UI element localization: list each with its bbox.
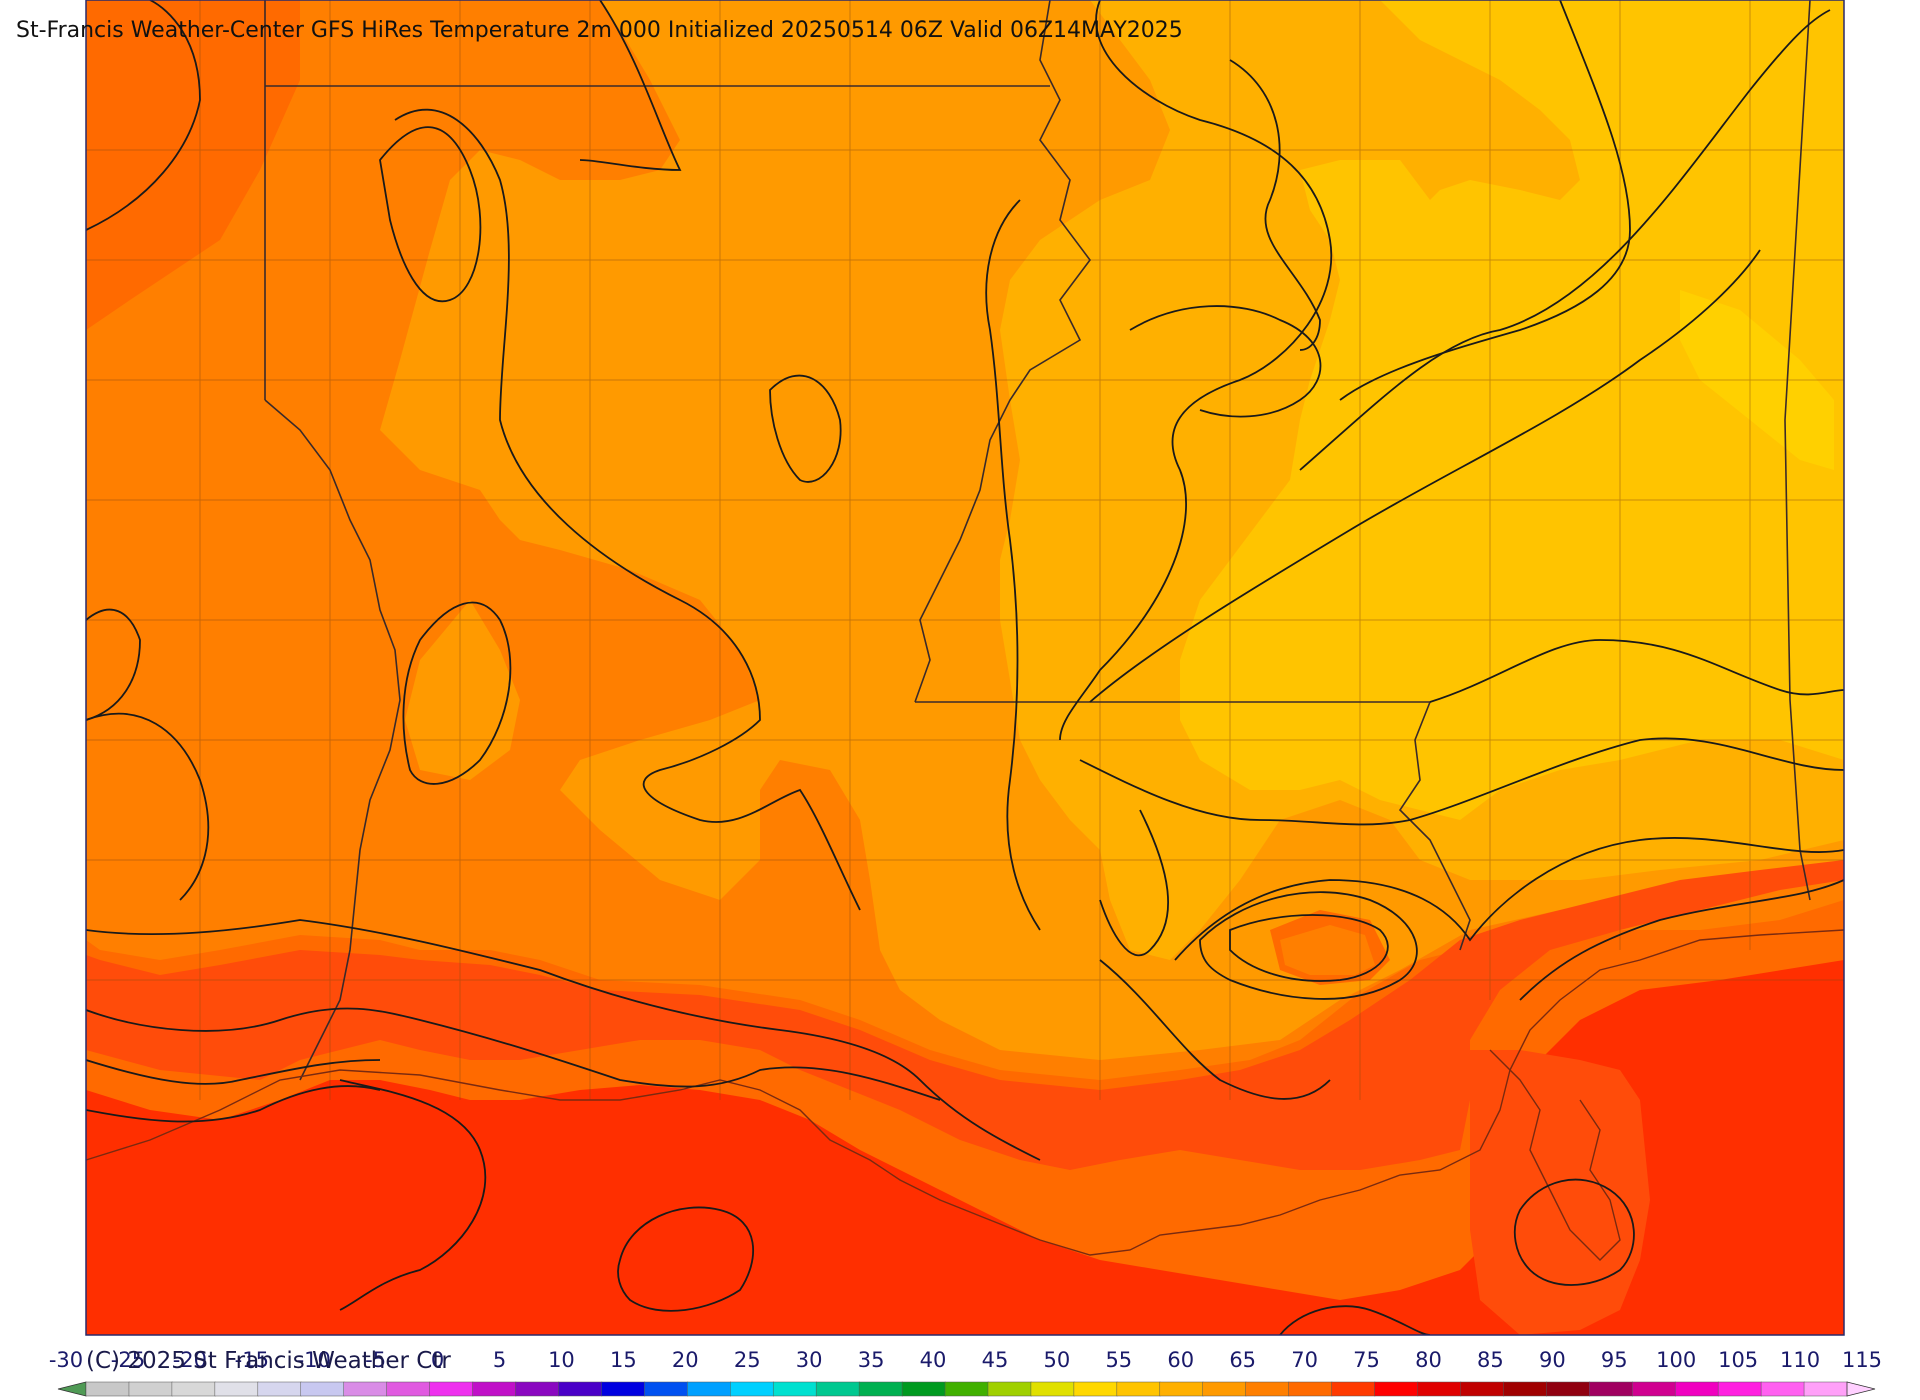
colorbar-bin [300, 1381, 345, 1397]
colorbar-tick-label: 85 [1477, 1348, 1504, 1372]
colorbar-bin [472, 1381, 517, 1397]
colorbar-tick-label: 105 [1718, 1348, 1759, 1372]
temperature-contours [86, 0, 1844, 1335]
colorbar-tick-label: -20 [172, 1348, 208, 1372]
colorbar-bin [1803, 1381, 1848, 1397]
colorbar-bin [1245, 1381, 1290, 1397]
colorbar-tick-label: 115 [1841, 1348, 1883, 1372]
colorbar-tick-label: 65 [1229, 1348, 1257, 1372]
colorbar-tick-label: 5 [492, 1348, 507, 1372]
colorbar-tick-label: 75 [1353, 1348, 1380, 1372]
colorbar-bin [1546, 1381, 1591, 1397]
colorbar-bin [1374, 1381, 1419, 1397]
colorbar-bin [987, 1381, 1032, 1397]
colorbar-tick-label: -30 [48, 1348, 84, 1372]
colorbar-bin [1116, 1381, 1161, 1397]
temp-band-85 [86, 860, 1844, 1170]
temperature-colorbar [57, 1381, 1876, 1397]
colorbar-tick-label: -10 [296, 1348, 331, 1372]
colorbar-bin [1030, 1381, 1075, 1397]
colorbar-tick-label: 100 [1656, 1348, 1697, 1372]
colorbar-tick-label: 110 [1780, 1348, 1821, 1372]
colorbar-bin [1460, 1381, 1505, 1397]
temp-band-70-sw [405, 600, 520, 780]
colorbar-bin [214, 1381, 259, 1397]
colorbar-bin [601, 1381, 646, 1397]
map-frame [85, 0, 1845, 1336]
colorbar-tick-label: 70 [1291, 1348, 1318, 1372]
colorbar-over-arrow [1846, 1381, 1876, 1397]
colorbar-bin [558, 1381, 603, 1397]
colorbar-tick-label: 60 [1167, 1348, 1195, 1372]
colorbar-bin [730, 1381, 774, 1397]
colorbar-bin [772, 1381, 817, 1397]
colorbar-bin [815, 1381, 860, 1397]
colorbar-tick-label: 45 [981, 1348, 1009, 1372]
colorbar-bin [1331, 1381, 1376, 1397]
colorbar-tick-label: 20 [671, 1348, 699, 1372]
colorbar-bin [515, 1381, 560, 1397]
colorbar-bin [1717, 1381, 1762, 1397]
colorbar-bin [429, 1381, 474, 1397]
colorbar-bin [1159, 1381, 1204, 1397]
colorbar-bin [386, 1381, 431, 1397]
temp-band-85-se [1470, 1050, 1650, 1335]
temp-band-90 [86, 960, 1844, 1335]
temp-band-75-hot-spot [1280, 925, 1375, 975]
colorbar-bin [1073, 1381, 1118, 1397]
colorbar-tick-label: -25 [110, 1348, 146, 1372]
colorbar-bin [1589, 1381, 1633, 1397]
colorbar-bin [687, 1381, 732, 1397]
temperature-fill-layer [86, 0, 1844, 1335]
colorbar-bin [1503, 1381, 1548, 1397]
colorbar-bin [1288, 1381, 1333, 1397]
colorbar-tick-label: 10 [548, 1348, 575, 1372]
colorbar-bin [944, 1381, 989, 1397]
colorbar-bin [1417, 1381, 1462, 1397]
colorbar-bin [343, 1381, 388, 1397]
colorbar-bin [644, 1381, 689, 1397]
colorbar-tick-label: 90 [1538, 1348, 1566, 1372]
colorbar-bin [901, 1381, 946, 1397]
colorbar-bin [85, 1381, 130, 1397]
colorbar-bin [257, 1381, 302, 1397]
colorbar-tick-label: -5 [365, 1348, 387, 1372]
colorbar-tick-label: 80 [1415, 1348, 1442, 1372]
colorbar-bin [128, 1381, 173, 1397]
temp-band-55 [1680, 290, 1834, 470]
temp-band-60 [1180, 0, 1844, 820]
colorbar-under-arrow [57, 1381, 87, 1397]
colorbar-tick-label: -15 [234, 1348, 269, 1372]
colorbar-tick-label: 50 [1043, 1348, 1071, 1372]
colorbar-tick-label: 30 [795, 1348, 823, 1372]
colorbar-bin [1674, 1381, 1719, 1397]
state-borders [264, 0, 1811, 1081]
coastline [85, 929, 1845, 1261]
colorbar-tick-label: 40 [919, 1348, 947, 1372]
colorbar-tick-label: 15 [610, 1348, 637, 1372]
colorbar-tick-label: 25 [733, 1348, 761, 1372]
colorbar-bin [1202, 1381, 1247, 1397]
colorbar-tick-label: 55 [1105, 1348, 1133, 1372]
colorbar-bin [171, 1381, 216, 1397]
colorbar-bin [1631, 1381, 1676, 1397]
colorbar-bin [858, 1381, 903, 1397]
map-title: St-Francis Weather-Center GFS HiRes Temp… [16, 18, 1183, 43]
copyright-notice: (C) 2025 St Francis Weather Ctr [86, 1348, 451, 1374]
colorbar-tick-label: 0 [430, 1348, 445, 1372]
county-lines [86, 0, 1844, 1100]
colorbar-tick-label: 35 [857, 1348, 885, 1372]
colorbar-bin [1760, 1381, 1805, 1397]
colorbar-tick-label: 95 [1600, 1348, 1628, 1372]
